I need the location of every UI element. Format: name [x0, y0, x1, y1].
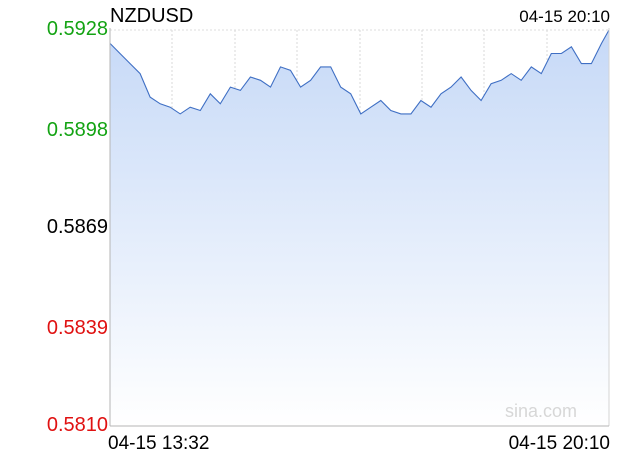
y-tick-label: 0.5869 — [46, 216, 108, 238]
price-area-fill — [110, 30, 609, 426]
x-tick-label: 04-15 13:32 — [108, 433, 210, 454]
y-tick-label: 0.5898 — [46, 118, 108, 141]
y-tick-label: 0.5810 — [46, 414, 108, 436]
y-tick-label: 0.5839 — [46, 316, 108, 339]
y-tick-label: 0.5928 — [46, 18, 108, 40]
last-update-timestamp: 04-15 20:10 — [519, 7, 610, 26]
price-line — [109, 29, 610, 115]
watermark: sina.com — [505, 401, 578, 421]
x-tick-label: 04-15 20:10 — [508, 433, 610, 454]
chart-title: NZDUSD — [110, 5, 194, 27]
